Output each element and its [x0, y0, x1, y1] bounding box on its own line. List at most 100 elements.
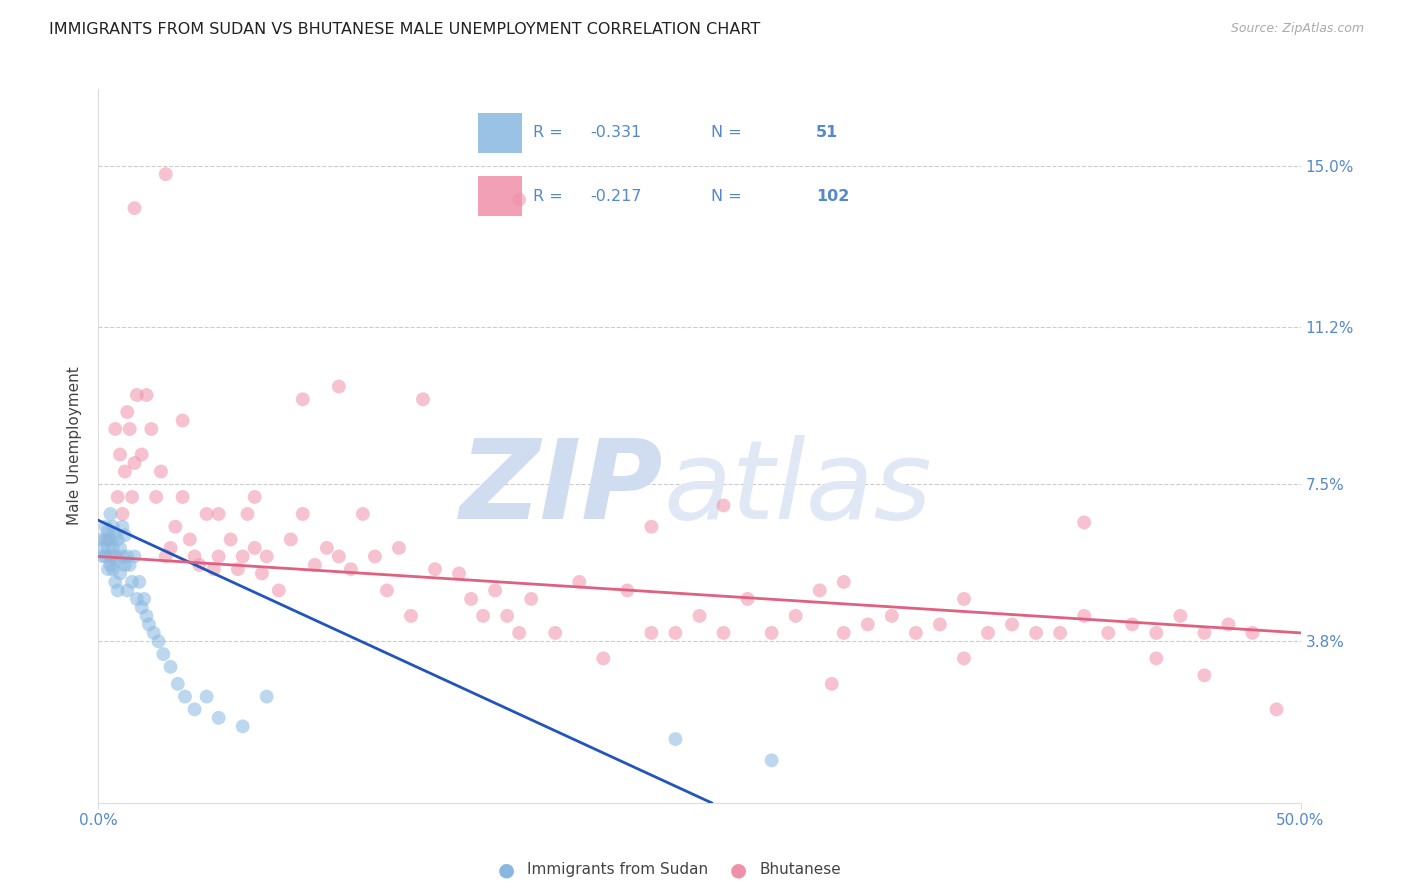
- Point: [202, 562, 225, 576]
- Point: [1121, 617, 1143, 632]
- Point: [107, 554, 129, 568]
- Point: [785, 608, 807, 623]
- Point: [159, 541, 181, 555]
- Point: [737, 591, 759, 606]
- Point: [131, 448, 153, 462]
- Point: [832, 574, 855, 589]
- Point: [568, 574, 591, 589]
- Point: [953, 651, 976, 665]
- Point: [508, 193, 530, 207]
- Point: [114, 558, 136, 572]
- Point: [108, 541, 131, 555]
- Point: [904, 626, 927, 640]
- Point: [100, 533, 122, 547]
- Point: [592, 651, 614, 665]
- Point: [328, 549, 350, 564]
- Point: [100, 507, 122, 521]
- Point: [352, 507, 374, 521]
- Point: [315, 541, 337, 555]
- Point: [1001, 617, 1024, 632]
- Point: [291, 507, 314, 521]
- Point: [226, 562, 249, 576]
- Point: [280, 533, 302, 547]
- Point: [124, 549, 146, 564]
- Point: [977, 626, 1000, 640]
- Point: [496, 608, 519, 623]
- Point: [1025, 626, 1047, 640]
- Point: [142, 626, 165, 640]
- Point: [107, 490, 129, 504]
- Point: [125, 388, 148, 402]
- Point: [101, 519, 124, 533]
- Point: [97, 524, 120, 538]
- Point: [125, 591, 148, 606]
- Point: [135, 388, 157, 402]
- Point: [447, 566, 470, 581]
- Point: [821, 677, 844, 691]
- Point: [111, 549, 134, 564]
- Point: [128, 574, 150, 589]
- Point: [399, 608, 422, 623]
- Text: Immigrants from Sudan: Immigrants from Sudan: [527, 863, 709, 877]
- Point: [117, 405, 139, 419]
- Point: [111, 507, 134, 521]
- Point: [484, 583, 506, 598]
- Text: Bhutanese: Bhutanese: [759, 863, 841, 877]
- Point: [208, 507, 231, 521]
- Point: [94, 519, 117, 533]
- Point: [508, 626, 530, 640]
- Point: [460, 591, 482, 606]
- Point: [1073, 516, 1095, 530]
- Point: [236, 507, 259, 521]
- Text: Source: ZipAtlas.com: Source: ZipAtlas.com: [1230, 22, 1364, 36]
- Point: [689, 608, 711, 623]
- Point: [131, 600, 153, 615]
- Point: [97, 562, 120, 576]
- Point: [94, 533, 117, 547]
- Point: [375, 583, 398, 598]
- Point: [1218, 617, 1240, 632]
- Point: [91, 541, 114, 555]
- Point: [104, 422, 127, 436]
- Point: [832, 626, 855, 640]
- Point: [1194, 626, 1216, 640]
- Point: [713, 626, 735, 640]
- Point: [159, 660, 181, 674]
- Point: [761, 626, 783, 640]
- Point: [267, 583, 290, 598]
- Point: [97, 533, 120, 547]
- Point: [232, 719, 254, 733]
- Point: [111, 519, 134, 533]
- Point: [165, 519, 187, 533]
- Point: [340, 562, 363, 576]
- Point: [94, 549, 117, 564]
- Point: [149, 465, 172, 479]
- Point: [100, 558, 122, 572]
- Point: [412, 392, 434, 407]
- Point: [664, 732, 686, 747]
- Point: [108, 566, 131, 581]
- Point: [166, 677, 188, 691]
- Point: [1265, 702, 1288, 716]
- Point: [135, 608, 157, 623]
- Point: [101, 541, 124, 555]
- Point: [232, 549, 254, 564]
- Point: [291, 392, 314, 407]
- Point: [616, 583, 638, 598]
- Point: [114, 465, 136, 479]
- Point: [713, 499, 735, 513]
- Point: [808, 583, 831, 598]
- Point: [256, 690, 278, 704]
- Point: [174, 690, 197, 704]
- Point: [328, 379, 350, 393]
- Point: [544, 626, 567, 640]
- Point: [124, 456, 146, 470]
- Point: [183, 702, 205, 716]
- Point: [101, 562, 124, 576]
- Point: [172, 413, 194, 427]
- Point: [118, 422, 141, 436]
- Point: [388, 541, 411, 555]
- Point: [117, 549, 139, 564]
- Point: [928, 617, 950, 632]
- Point: [953, 591, 976, 606]
